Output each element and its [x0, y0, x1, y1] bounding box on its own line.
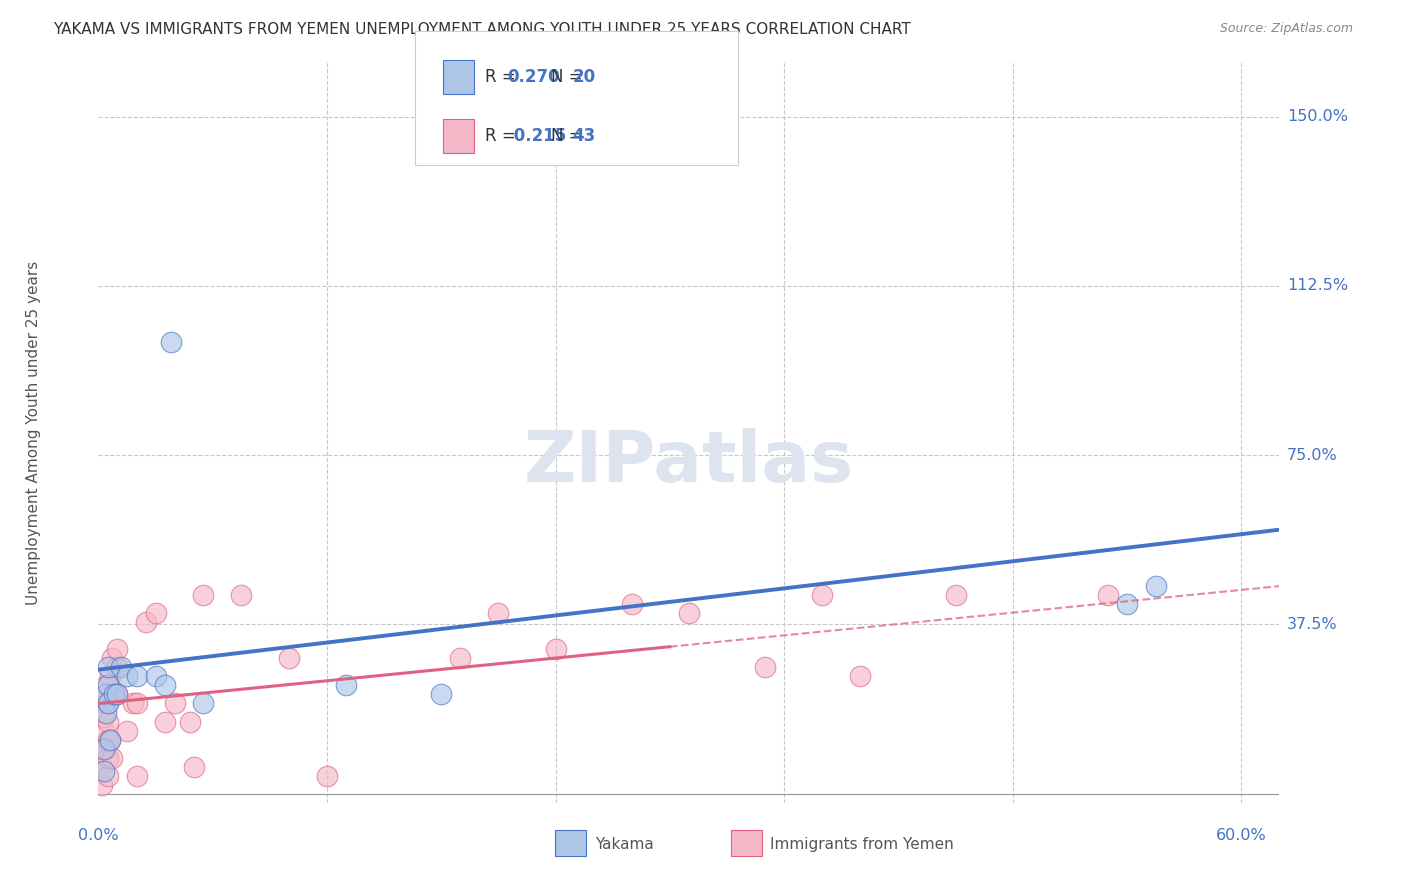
Text: 37.5%: 37.5% [1286, 617, 1337, 632]
Point [97, 660, 120, 674]
Text: 112.5%: 112.5% [1286, 278, 1348, 293]
Point [91, 760, 114, 774]
Point [153, 678, 176, 692]
Point [97, 697, 120, 711]
Point [91, 778, 114, 792]
Point [94, 678, 117, 692]
Text: R =: R = [485, 127, 522, 145]
Point [678, 606, 700, 620]
Point [277, 651, 299, 665]
Text: N =: N = [551, 127, 588, 145]
Text: 20: 20 [572, 68, 595, 86]
Point [100, 750, 122, 764]
Point [97, 732, 120, 747]
Point [98, 732, 121, 747]
Point [103, 688, 125, 702]
Point [179, 714, 201, 729]
Point [754, 660, 776, 674]
Point [97, 697, 120, 711]
Text: Source: ZipAtlas.com: Source: ZipAtlas.com [1219, 22, 1353, 36]
Text: 150.0%: 150.0% [1286, 109, 1348, 124]
Text: Immigrants from Yemen: Immigrants from Yemen [770, 838, 955, 852]
Text: 0.215: 0.215 [508, 127, 565, 145]
Point [121, 697, 143, 711]
Point [97, 769, 120, 783]
Text: 43: 43 [572, 127, 596, 145]
Point [945, 588, 967, 602]
Point [98, 669, 121, 683]
Point [97, 678, 120, 692]
Point [145, 606, 167, 620]
Text: 0.0%: 0.0% [79, 828, 118, 843]
Point [316, 769, 339, 783]
Text: R =: R = [485, 68, 522, 86]
Point [115, 669, 138, 683]
Point [97, 714, 120, 729]
Point [103, 688, 125, 702]
Point [94, 688, 117, 702]
Point [107, 642, 129, 657]
Point [125, 769, 148, 783]
Point [115, 723, 138, 738]
Point [488, 606, 510, 620]
Point [620, 597, 643, 611]
Point [231, 588, 253, 602]
Point [193, 697, 215, 711]
Point [91, 741, 114, 756]
Point [183, 760, 205, 774]
Point [544, 642, 567, 657]
Point [449, 651, 471, 665]
Point [125, 697, 148, 711]
Point [93, 723, 115, 738]
Point [93, 764, 115, 779]
Text: 75.0%: 75.0% [1286, 448, 1339, 463]
Point [110, 660, 132, 674]
Point [159, 335, 181, 350]
Text: 0.270: 0.270 [508, 68, 560, 86]
Point [107, 660, 129, 674]
Point [153, 714, 176, 729]
Point [145, 669, 167, 683]
Text: 60.0%: 60.0% [1216, 828, 1267, 843]
Point [1144, 579, 1167, 593]
Point [93, 710, 115, 724]
Point [100, 651, 122, 665]
Point [1116, 597, 1139, 611]
Point [107, 688, 129, 702]
Text: Yakama: Yakama [595, 838, 654, 852]
Point [94, 741, 117, 756]
Point [849, 669, 872, 683]
Point [125, 669, 148, 683]
Point [163, 697, 186, 711]
Text: N =: N = [551, 68, 588, 86]
Point [335, 678, 357, 692]
Text: Unemployment Among Youth under 25 years: Unemployment Among Youth under 25 years [25, 260, 41, 605]
Point [94, 706, 117, 720]
Point [98, 732, 121, 747]
Point [811, 588, 834, 602]
Point [430, 688, 453, 702]
Point [93, 697, 115, 711]
Point [193, 588, 215, 602]
Point [97, 750, 120, 764]
Point [93, 741, 115, 756]
Point [107, 688, 129, 702]
Text: YAKAMA VS IMMIGRANTS FROM YEMEN UNEMPLOYMENT AMONG YOUTH UNDER 25 YEARS CORRELAT: YAKAMA VS IMMIGRANTS FROM YEMEN UNEMPLOY… [53, 22, 911, 37]
Point [1097, 588, 1119, 602]
Point [135, 615, 157, 630]
Text: ZIPatlas: ZIPatlas [524, 428, 853, 497]
